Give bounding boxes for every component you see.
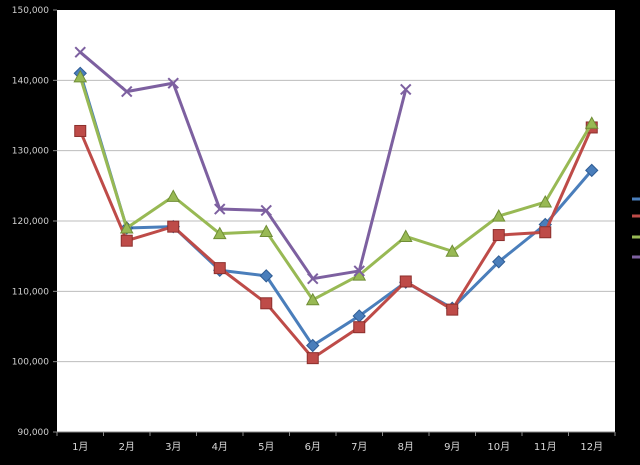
x-tick-label: 11月: [534, 441, 557, 453]
data-point: [400, 83, 412, 96]
series-2-line: [78, 126, 594, 360]
series-1-line: [78, 72, 593, 347]
x-tick-label: 10月: [487, 441, 510, 453]
data-point: [120, 234, 133, 247]
x-axis-ticks: 1月 2月 3月 4月 5月 6月 7月 8月 9月 10月 11月 12月: [56, 431, 616, 453]
data-point: [307, 272, 319, 285]
data-point: [74, 46, 86, 58]
data-point: [305, 292, 320, 306]
data-point: [119, 220, 134, 234]
y-tick-label: 120,000: [12, 217, 49, 227]
data-point: [538, 194, 553, 208]
data-point: [166, 189, 181, 202]
data-point: [213, 262, 226, 275]
y-tick-label: 150,000: [12, 6, 49, 16]
data-point: [73, 69, 88, 83]
data-point: [214, 203, 226, 215]
data-point: [260, 297, 273, 310]
data-point: [399, 275, 412, 288]
y-tick-label: 90,000: [18, 428, 50, 438]
data-point: [306, 338, 320, 353]
y-tick-label: 100,000: [12, 358, 49, 368]
series-4: [74, 46, 412, 285]
series-3-line: [78, 76, 594, 302]
y-axis-ticks: 90,000 100,000 110,000 120,000 130,000 140,00…: [12, 6, 57, 438]
x-tick-label: 3月: [165, 441, 181, 453]
x-tick-label: 5月: [258, 441, 274, 453]
data-point: [121, 85, 133, 98]
data-point: [167, 77, 179, 89]
x-tick-label: 2月: [119, 441, 135, 453]
data-point: [445, 244, 460, 257]
x-tick-label: 4月: [212, 441, 228, 453]
x-tick-label: 7月: [351, 441, 367, 453]
x-tick-label: 12月: [580, 441, 603, 453]
data-point: [74, 124, 87, 137]
y-tick-label: 130,000: [12, 147, 49, 157]
data-point: [259, 224, 274, 238]
data-point: [398, 229, 413, 242]
data-point: [585, 163, 599, 178]
data-point: [491, 209, 506, 222]
x-tick-label: 1月: [72, 441, 88, 453]
x-tick-label: 6月: [305, 441, 321, 453]
data-point: [259, 269, 273, 283]
series-4-line: [79, 51, 408, 281]
x-tick-label: 9月: [444, 441, 460, 453]
data-point: [306, 352, 319, 365]
data-point: [539, 226, 552, 239]
data-point: [492, 229, 505, 242]
legend: [632, 197, 640, 259]
y-tick-label: 110,000: [12, 287, 49, 297]
series-3: [73, 69, 599, 306]
data-point: [584, 116, 599, 129]
x-tick-label: 8月: [398, 441, 414, 453]
data-point: [260, 204, 272, 217]
data-point: [167, 220, 180, 233]
y-tick-label: 140,000: [12, 76, 49, 86]
data-point: [353, 265, 365, 277]
gridlines: [57, 79, 615, 363]
data-point: [353, 321, 366, 334]
series-group: [73, 46, 599, 365]
series-2: [74, 121, 598, 365]
data-point: [446, 303, 459, 316]
data-point: [212, 226, 227, 240]
data-point: [492, 255, 506, 269]
